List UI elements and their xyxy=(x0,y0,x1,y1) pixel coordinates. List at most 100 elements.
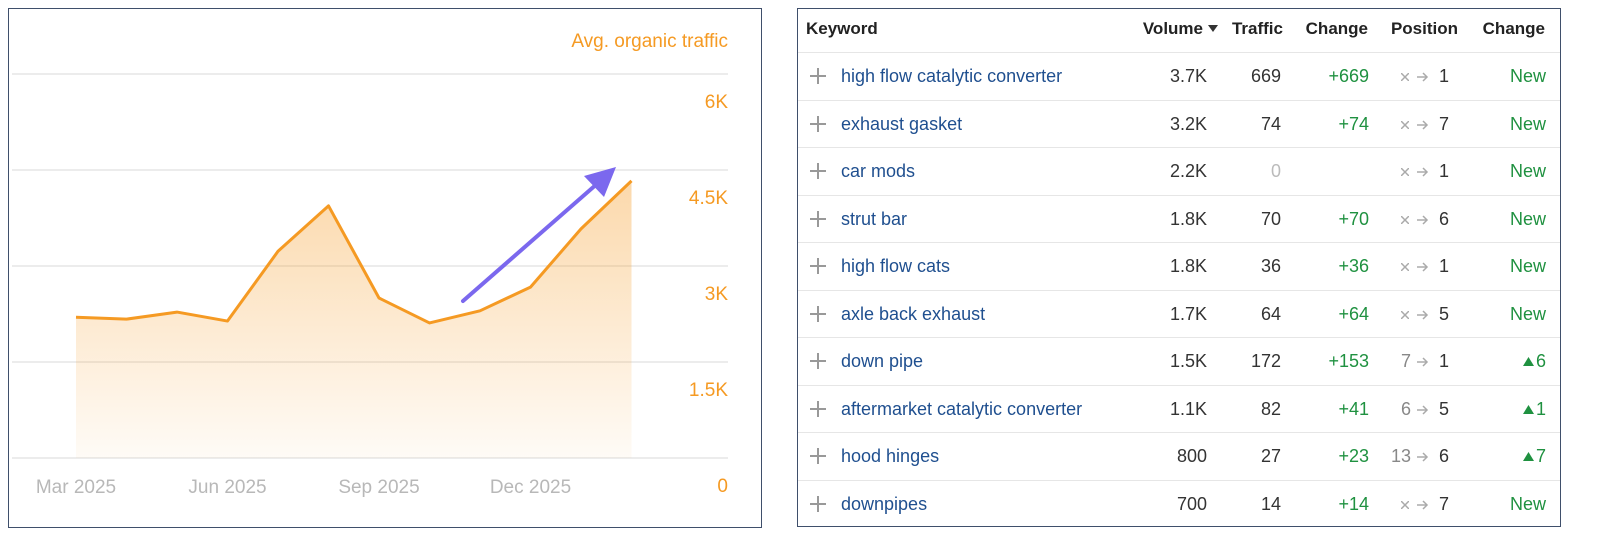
traffic-change: +36 xyxy=(1338,256,1369,276)
keyword-link[interactable]: high flow catalytic converter xyxy=(841,66,1063,86)
keyword-link[interactable]: downpipes xyxy=(841,493,928,514)
keyword-link[interactable]: high flow cats xyxy=(841,256,951,276)
traffic: 70 xyxy=(1260,208,1281,229)
traffic: 36 xyxy=(1260,256,1281,276)
plot-area: 0 1.5K 3K 4.5K 6K Mar 2025 Jun 2025 Sep 2025 Dec… xyxy=(12,73,729,498)
position-from: 7 xyxy=(1400,351,1411,371)
no-position-icon xyxy=(1401,73,1409,81)
no-position-icon xyxy=(1401,120,1409,129)
no-position-icon xyxy=(1401,310,1409,319)
x-tick-label: Dec 2025 xyxy=(490,477,571,498)
up-icon xyxy=(1523,404,1534,414)
y-tick-label: 3K xyxy=(705,284,729,305)
table-row: down pipe 1.5K 172 +153 7 1 6 xyxy=(798,337,1560,385)
arrow-icon xyxy=(1417,167,1429,177)
traffic-change: +74 xyxy=(1338,113,1369,134)
arrow-icon xyxy=(1417,309,1429,320)
position-to: 5 xyxy=(1439,398,1450,419)
table-row: aftermarket catalytic converter 1.1K 82 +41… xyxy=(798,384,1560,433)
position-from: 6 xyxy=(1400,398,1411,419)
up-icon xyxy=(1523,452,1534,461)
add-keyword-button[interactable] xyxy=(810,210,826,227)
traffic-change: +23 xyxy=(1338,446,1369,466)
position-to: 1 xyxy=(1439,66,1450,86)
traffic: 82 xyxy=(1260,398,1281,419)
traffic-change: +669 xyxy=(1328,66,1369,86)
position-to: 6 xyxy=(1439,446,1450,466)
keyword-link[interactable]: car mods xyxy=(841,161,916,181)
volume: 800 xyxy=(1176,446,1207,466)
column-header: Position xyxy=(1390,19,1458,38)
table-row: strut bar 1.8K 70 +70 6 New xyxy=(798,194,1560,243)
position-to: 7 xyxy=(1439,113,1450,134)
position-to: 1 xyxy=(1439,256,1450,276)
x-tick-label: Mar 2025 xyxy=(36,477,116,498)
keyword-link[interactable]: axle back exhaust xyxy=(841,303,986,324)
volume: 1.8K xyxy=(1169,208,1207,229)
add-keyword-button[interactable] xyxy=(810,163,826,179)
position-from: 13 xyxy=(1390,446,1411,466)
arrow-icon xyxy=(1417,214,1429,225)
position-change: New xyxy=(1509,303,1546,324)
traffic-change: +64 xyxy=(1338,303,1369,324)
add-keyword-button[interactable] xyxy=(810,115,826,132)
add-keyword-button[interactable] xyxy=(810,305,826,322)
table-row: high flow catalytic converter 3.7K 669 +669… xyxy=(798,52,1560,100)
arrow-icon xyxy=(1417,357,1429,367)
column-header: Traffic xyxy=(1231,19,1283,38)
volume: 1.7K xyxy=(1169,303,1207,324)
x-tick-label: Jun 2025 xyxy=(188,477,266,498)
traffic-change: +14 xyxy=(1338,493,1369,514)
column-header: Keyword xyxy=(806,19,878,38)
column-header[interactable]: Volume xyxy=(1142,19,1203,38)
traffic: 27 xyxy=(1260,446,1281,466)
position-change: 7 xyxy=(1535,446,1546,466)
keyword-link[interactable]: down pipe xyxy=(841,351,924,371)
no-position-icon xyxy=(1401,500,1409,509)
y-tick-label: 0 xyxy=(717,476,728,497)
add-keyword-button[interactable] xyxy=(810,68,826,84)
position-change: New xyxy=(1509,113,1546,134)
position-change: 6 xyxy=(1535,351,1546,371)
position-to: 1 xyxy=(1439,161,1450,181)
volume: 700 xyxy=(1176,493,1207,514)
traffic-change: +41 xyxy=(1338,398,1369,419)
chart-title: Avg. organic traffic xyxy=(571,31,728,52)
add-keyword-button[interactable] xyxy=(810,258,826,274)
table-row: car mods 2.2K 0 1 New xyxy=(798,147,1560,195)
x-tick-label: Sep 2025 xyxy=(338,477,419,498)
position-change: New xyxy=(1509,208,1546,229)
arrow-icon xyxy=(1417,499,1429,510)
arrow-icon xyxy=(1417,119,1429,130)
position-change: New xyxy=(1509,66,1546,86)
sort-icon[interactable] xyxy=(1208,25,1218,33)
traffic: 172 xyxy=(1250,351,1281,371)
traffic-change: +153 xyxy=(1328,351,1369,371)
position-change: 1 xyxy=(1535,398,1546,419)
keywords-table: Keyword Volume Traffic Change Position Change… xyxy=(797,8,1561,527)
keyword-link[interactable]: strut bar xyxy=(841,208,908,229)
add-keyword-button[interactable] xyxy=(810,495,826,512)
arrow-icon xyxy=(1417,72,1429,82)
position-change: New xyxy=(1509,256,1546,276)
y-tick-label: 4.5K xyxy=(689,188,728,209)
keyword-link[interactable]: hood hinges xyxy=(841,446,940,466)
volume: 1.1K xyxy=(1169,398,1207,419)
position-change: New xyxy=(1509,493,1546,514)
area xyxy=(76,180,632,458)
keyword-link[interactable]: aftermarket catalytic converter xyxy=(841,398,1083,419)
traffic: 14 xyxy=(1260,493,1281,514)
keyword-link[interactable]: exhaust gasket xyxy=(841,113,963,134)
no-position-icon xyxy=(1401,168,1409,176)
add-keyword-button[interactable] xyxy=(810,353,826,369)
position-to: 1 xyxy=(1439,351,1450,371)
add-keyword-button[interactable] xyxy=(810,448,826,464)
traffic: 0 xyxy=(1270,161,1281,181)
table-row: downpipes 700 14 +14 7 New xyxy=(798,479,1560,528)
arrow-icon xyxy=(1417,262,1429,272)
y-tick-label: 6K xyxy=(705,92,729,113)
up-icon xyxy=(1523,357,1534,366)
add-keyword-button[interactable] xyxy=(810,400,826,417)
volume: 3.7K xyxy=(1169,66,1207,86)
